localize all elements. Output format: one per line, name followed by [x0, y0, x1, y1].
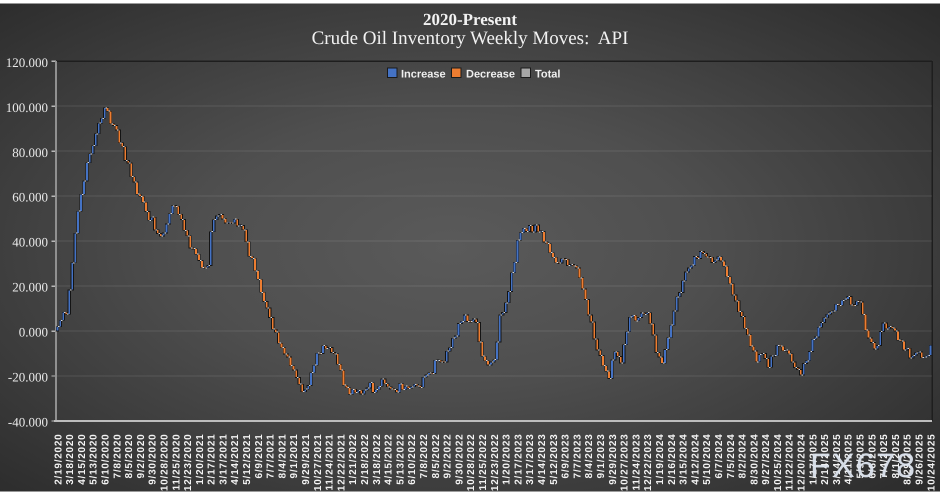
svg-text:8/1/2025: 8/1/2025 — [891, 434, 902, 479]
svg-text:1/21/2022: 1/21/2022 — [348, 434, 359, 485]
svg-text:10/27/2021: 10/27/2021 — [313, 434, 324, 492]
svg-text:2/14/2025: 2/14/2025 — [820, 434, 831, 485]
svg-text:-40.000: -40.000 — [8, 415, 48, 430]
svg-text:4/14/2021: 4/14/2021 — [230, 434, 241, 485]
svg-text:12/23/2022: 12/23/2022 — [490, 434, 501, 492]
svg-text:1/20/2021: 1/20/2021 — [195, 434, 206, 485]
svg-text:0.000: 0.000 — [19, 325, 48, 340]
svg-text:6/9/2021: 6/9/2021 — [254, 434, 265, 479]
svg-text:9/27/2024: 9/27/2024 — [761, 434, 772, 485]
svg-text:10/28/2022: 10/28/2022 — [466, 434, 477, 492]
svg-text:10/24/2025: 10/24/2025 — [926, 434, 937, 492]
svg-text:1/19/2024: 1/19/2024 — [655, 434, 666, 485]
svg-text:5/9/2025: 5/9/2025 — [856, 434, 867, 479]
svg-text:2/16/2024: 2/16/2024 — [667, 434, 678, 485]
svg-text:Decrease: Decrease — [466, 69, 515, 81]
svg-text:6/9/2023: 6/9/2023 — [561, 434, 572, 479]
svg-text:4/15/2020: 4/15/2020 — [77, 434, 88, 485]
svg-text:8/2/2024: 8/2/2024 — [738, 434, 749, 479]
svg-text:10/28/2020: 10/28/2020 — [160, 434, 171, 492]
svg-text:6/10/2020: 6/10/2020 — [101, 434, 112, 485]
svg-text:3/18/2020: 3/18/2020 — [65, 434, 76, 485]
svg-text:4/15/2022: 4/15/2022 — [384, 434, 395, 485]
svg-text:7/4/2025: 7/4/2025 — [879, 434, 890, 479]
svg-text:100.000: 100.000 — [6, 100, 48, 115]
svg-text:8/5/2020: 8/5/2020 — [124, 434, 135, 479]
svg-text:6/7/2024: 6/7/2024 — [714, 434, 725, 479]
svg-text:2/18/2022: 2/18/2022 — [360, 434, 371, 485]
svg-text:11/22/2024: 11/22/2024 — [785, 434, 796, 491]
svg-text:2/17/2021: 2/17/2021 — [207, 434, 218, 485]
svg-text:5/13/2020: 5/13/2020 — [89, 434, 100, 485]
svg-text:11/24/2021: 11/24/2021 — [325, 434, 336, 491]
svg-text:20.000: 20.000 — [12, 280, 48, 295]
svg-text:6/10/2022: 6/10/2022 — [407, 434, 418, 485]
svg-text:1/17/2025: 1/17/2025 — [808, 434, 819, 485]
svg-text:Crude Oil Inventory Weekly Mov: Crude Oil Inventory Weekly Moves: API — [312, 28, 629, 49]
svg-text:80.000: 80.000 — [12, 145, 48, 160]
svg-text:9/2/2020: 9/2/2020 — [136, 434, 147, 479]
svg-text:9/1/2021: 9/1/2021 — [289, 434, 300, 479]
svg-text:12/20/2024: 12/20/2024 — [797, 434, 808, 492]
svg-text:7/8/2020: 7/8/2020 — [112, 434, 123, 479]
svg-text:9/30/2020: 9/30/2020 — [148, 434, 159, 485]
svg-text:1/20/2023: 1/20/2023 — [502, 433, 513, 484]
svg-text:8/5/2022: 8/5/2022 — [431, 434, 442, 479]
svg-text:3/17/2023: 3/17/2023 — [525, 434, 536, 485]
svg-text:5/12/2023: 5/12/2023 — [549, 434, 560, 485]
svg-text:11/24/2023: 11/24/2023 — [631, 434, 642, 491]
svg-text:7/8/2022: 7/8/2022 — [419, 434, 430, 479]
svg-text:4/14/2023: 4/14/2023 — [537, 434, 548, 485]
svg-text:60.000: 60.000 — [12, 190, 48, 205]
svg-text:9/29/2023: 9/29/2023 — [608, 434, 619, 485]
svg-text:120.000: 120.000 — [6, 55, 48, 70]
svg-text:10/27/2023: 10/27/2023 — [620, 434, 631, 492]
svg-text:2/17/2023: 2/17/2023 — [513, 434, 524, 485]
svg-text:9/1/2023: 9/1/2023 — [596, 434, 607, 479]
svg-text:3/18/2022: 3/18/2022 — [372, 434, 383, 485]
svg-text:9/29/2021: 9/29/2021 — [301, 434, 312, 485]
svg-text:12/22/2021: 12/22/2021 — [336, 434, 347, 492]
svg-text:8/4/2021: 8/4/2021 — [277, 434, 288, 479]
svg-text:8/30/2024: 8/30/2024 — [749, 434, 760, 485]
svg-text:8/29/2025: 8/29/2025 — [903, 434, 914, 485]
svg-text:11/25/2020: 11/25/2020 — [171, 434, 182, 491]
svg-text:5/13/2022: 5/13/2022 — [395, 434, 406, 485]
svg-text:5/12/2021: 5/12/2021 — [242, 434, 253, 485]
svg-text:-20.000: -20.000 — [8, 370, 48, 385]
svg-text:Total: Total — [535, 69, 560, 81]
svg-text:12/22/2023: 12/22/2023 — [643, 434, 654, 492]
svg-text:9/2/2022: 9/2/2022 — [443, 434, 454, 479]
svg-text:8/4/2023: 8/4/2023 — [584, 434, 595, 479]
svg-text:Increase: Increase — [401, 69, 446, 81]
svg-text:7/7/2023: 7/7/2023 — [572, 434, 583, 479]
svg-text:11/25/2022: 11/25/2022 — [478, 434, 489, 491]
svg-text:4/11/2025: 4/11/2025 — [844, 434, 855, 485]
svg-text:10/25/2024: 10/25/2024 — [773, 434, 784, 492]
svg-text:4/12/2024: 4/12/2024 — [690, 434, 701, 485]
svg-text:12/23/2020: 12/23/2020 — [183, 434, 194, 492]
svg-text:7/7/2021: 7/7/2021 — [266, 434, 277, 479]
svg-text:9/30/2022: 9/30/2022 — [454, 434, 465, 485]
svg-text:9/26/2025: 9/26/2025 — [915, 434, 926, 485]
svg-text:6/6/2025: 6/6/2025 — [867, 434, 878, 479]
svg-text:2/19/2020: 2/19/2020 — [53, 434, 64, 485]
svg-text:3/17/2021: 3/17/2021 — [218, 434, 229, 485]
svg-text:40.000: 40.000 — [12, 235, 48, 250]
svg-text:FX678: FX678 — [810, 447, 916, 485]
svg-text:3/15/2024: 3/15/2024 — [679, 434, 690, 485]
svg-text:5/10/2024: 5/10/2024 — [702, 434, 713, 485]
svg-text:2020-Present: 2020-Present — [423, 10, 517, 29]
svg-text:7/5/2024: 7/5/2024 — [726, 434, 737, 479]
svg-text:3/14/2025: 3/14/2025 — [832, 434, 843, 485]
